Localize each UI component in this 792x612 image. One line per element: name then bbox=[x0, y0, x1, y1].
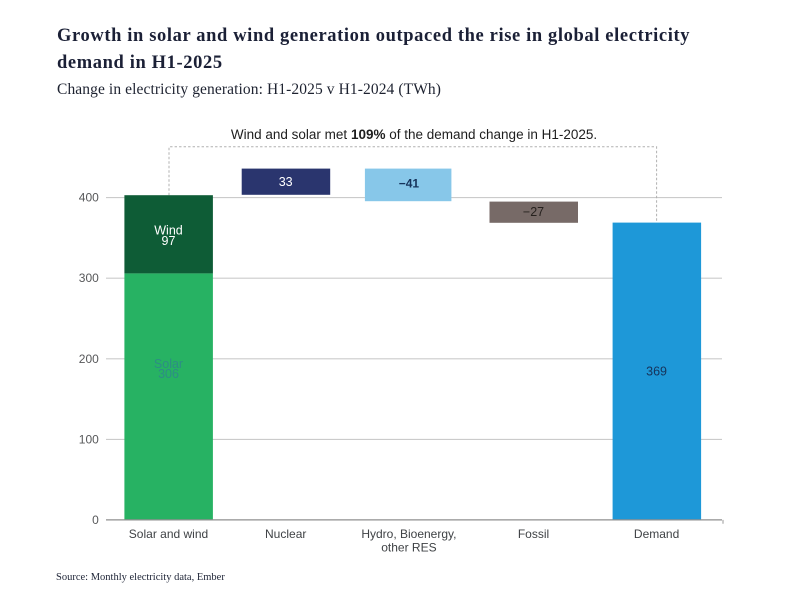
svg-text:Wind and solar met 109% of the: Wind and solar met 109% of the demand ch… bbox=[231, 127, 597, 142]
svg-text:300: 300 bbox=[79, 271, 99, 285]
svg-text:200: 200 bbox=[79, 352, 99, 366]
svg-text:Hydro, Bioenergy,: Hydro, Bioenergy, bbox=[361, 527, 456, 541]
svg-text:306: 306 bbox=[158, 367, 179, 381]
svg-text:Fossil: Fossil bbox=[518, 527, 549, 541]
svg-text:Demand: Demand bbox=[634, 527, 679, 541]
svg-text:Wind: Wind bbox=[154, 224, 183, 238]
svg-text:Nuclear: Nuclear bbox=[265, 527, 306, 541]
svg-text:400: 400 bbox=[79, 191, 99, 205]
svg-text:Solar and wind: Solar and wind bbox=[129, 527, 208, 541]
svg-text:Solar: Solar bbox=[154, 357, 183, 371]
svg-text:97: 97 bbox=[162, 234, 176, 248]
svg-text:0: 0 bbox=[92, 513, 99, 527]
svg-text:−41: −41 bbox=[399, 177, 420, 191]
svg-text:369: 369 bbox=[646, 364, 667, 378]
svg-text:33: 33 bbox=[279, 175, 293, 189]
svg-text:100: 100 bbox=[79, 432, 99, 446]
svg-text:−27: −27 bbox=[523, 205, 544, 219]
svg-text:other RES: other RES bbox=[381, 541, 436, 555]
